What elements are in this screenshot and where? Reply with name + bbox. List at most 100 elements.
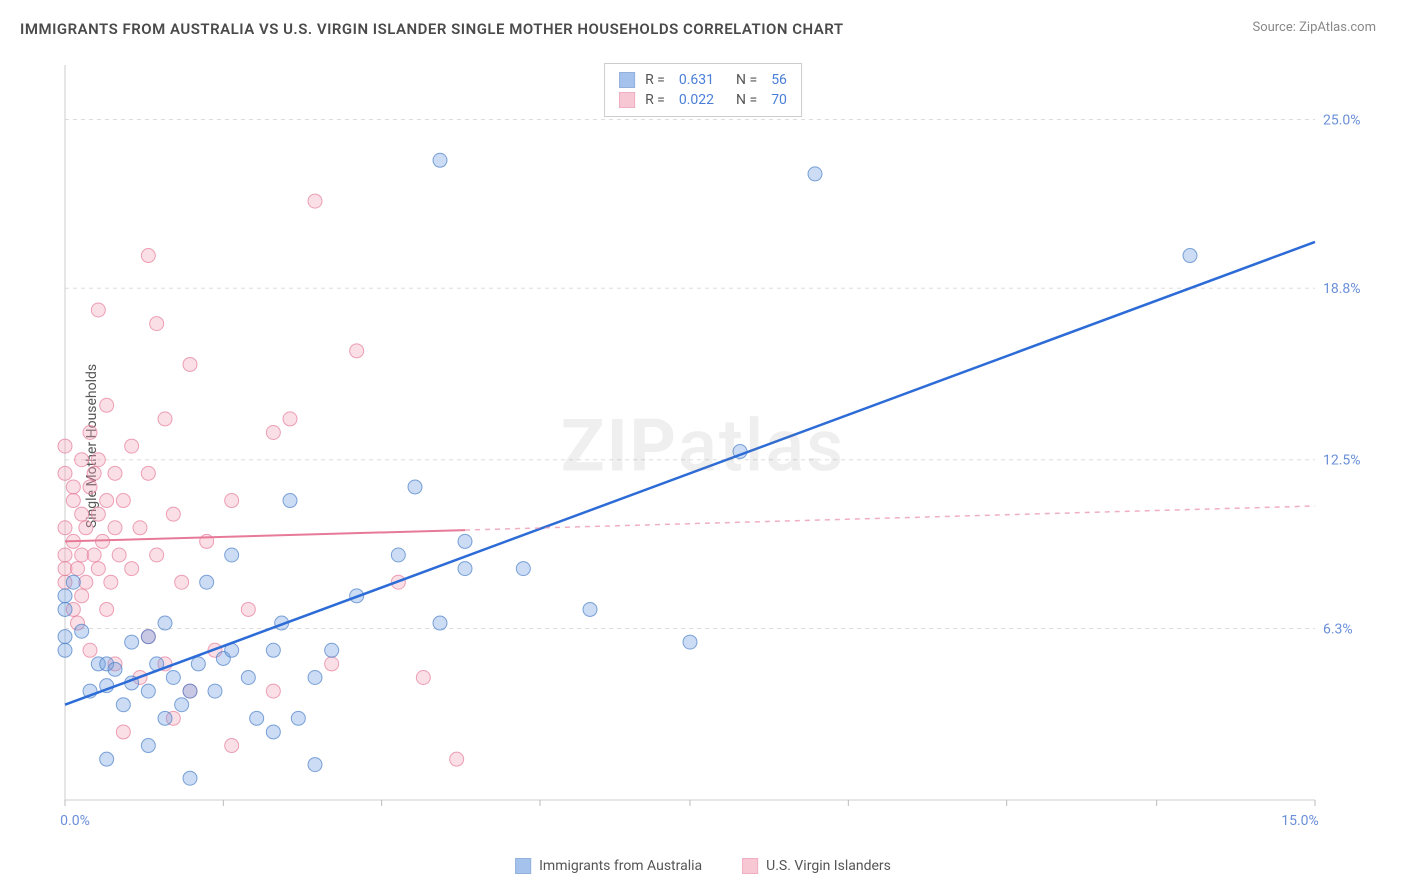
data-point (141, 684, 155, 698)
data-point (75, 548, 89, 562)
data-point (79, 521, 93, 535)
data-point (808, 167, 822, 181)
legend-series-item: U.S. Virgin Islanders (742, 858, 891, 874)
data-point (158, 616, 172, 630)
legend-swatch (619, 72, 635, 88)
r-value: 0.022 (679, 92, 714, 108)
y-tick-label: 12.5% (1323, 453, 1361, 469)
data-point (166, 507, 180, 521)
series-legend: Immigrants from Australia U.S. Virgin Isl… (515, 858, 891, 874)
data-point (200, 575, 214, 589)
data-point (100, 398, 114, 412)
data-point (266, 426, 280, 440)
r-value: 0.631 (679, 72, 714, 88)
data-point (183, 771, 197, 785)
data-point (291, 711, 305, 725)
data-point (250, 711, 264, 725)
legend-swatch (515, 858, 531, 874)
data-point (141, 466, 155, 480)
data-point (225, 548, 239, 562)
data-point (391, 548, 405, 562)
data-point (58, 439, 72, 453)
data-point (91, 562, 105, 576)
data-point (91, 507, 105, 521)
data-point (175, 698, 189, 712)
data-point (183, 357, 197, 371)
data-point (58, 548, 72, 562)
y-tick-label: 25.0% (1323, 112, 1361, 128)
data-point (308, 671, 322, 685)
data-point (283, 412, 297, 426)
data-point (58, 589, 72, 603)
data-point (58, 643, 72, 657)
data-point (150, 317, 164, 331)
data-point (191, 657, 205, 671)
n-label: N = (736, 72, 757, 88)
data-point (58, 562, 72, 576)
data-point (225, 494, 239, 508)
data-point (116, 698, 130, 712)
data-point (266, 643, 280, 657)
data-point (433, 616, 447, 630)
data-point (283, 494, 297, 508)
y-tick-label: 6.3% (1323, 622, 1353, 638)
y-tick-label: 18.8% (1323, 281, 1361, 297)
data-point (166, 671, 180, 685)
data-point (91, 453, 105, 467)
data-point (141, 249, 155, 263)
data-point (683, 635, 697, 649)
data-point (350, 344, 364, 358)
data-point (308, 194, 322, 208)
data-point (158, 412, 172, 426)
data-point (141, 739, 155, 753)
data-point (116, 725, 130, 739)
n-label: N = (736, 92, 757, 108)
data-point (75, 453, 89, 467)
legend-swatch (742, 858, 758, 874)
data-point (87, 548, 101, 562)
data-point (516, 562, 530, 576)
legend-correlation-row: R =0.631N =56 (619, 70, 787, 90)
data-point (183, 684, 197, 698)
x-tick-label: 0.0% (60, 813, 90, 829)
data-point (58, 521, 72, 535)
data-point (125, 562, 139, 576)
data-point (175, 575, 189, 589)
correlation-legend: R =0.631N =56R =0.022N =70 (604, 63, 802, 117)
data-point (100, 752, 114, 766)
r-label: R = (645, 92, 665, 108)
data-point (58, 602, 72, 616)
data-point (583, 602, 597, 616)
data-point (83, 426, 97, 440)
data-point (108, 466, 122, 480)
data-point (66, 575, 80, 589)
data-point (450, 752, 464, 766)
data-point (241, 671, 255, 685)
data-point (75, 589, 89, 603)
data-point (225, 739, 239, 753)
data-point (150, 548, 164, 562)
data-point (75, 624, 89, 638)
x-tick-label: 15.0% (1281, 813, 1319, 829)
data-point (266, 725, 280, 739)
data-point (100, 602, 114, 616)
trend-line (65, 530, 465, 541)
data-point (408, 480, 422, 494)
legend-correlation-row: R =0.022N =70 (619, 90, 787, 110)
scatter-plot: 6.3% 12.5% 18.8% 25.0% 0.0% 15.0% (55, 60, 1375, 840)
data-point (458, 562, 472, 576)
data-point (325, 643, 339, 657)
data-point (66, 480, 80, 494)
data-point (91, 303, 105, 317)
data-point (458, 534, 472, 548)
legend-series-item: Immigrants from Australia (515, 858, 702, 874)
data-point (308, 758, 322, 772)
data-point (108, 662, 122, 676)
data-point (83, 643, 97, 657)
legend-series-label: Immigrants from Australia (539, 858, 702, 874)
data-point (433, 153, 447, 167)
data-point (141, 630, 155, 644)
data-point (133, 521, 147, 535)
data-point (325, 657, 339, 671)
data-point (116, 494, 130, 508)
